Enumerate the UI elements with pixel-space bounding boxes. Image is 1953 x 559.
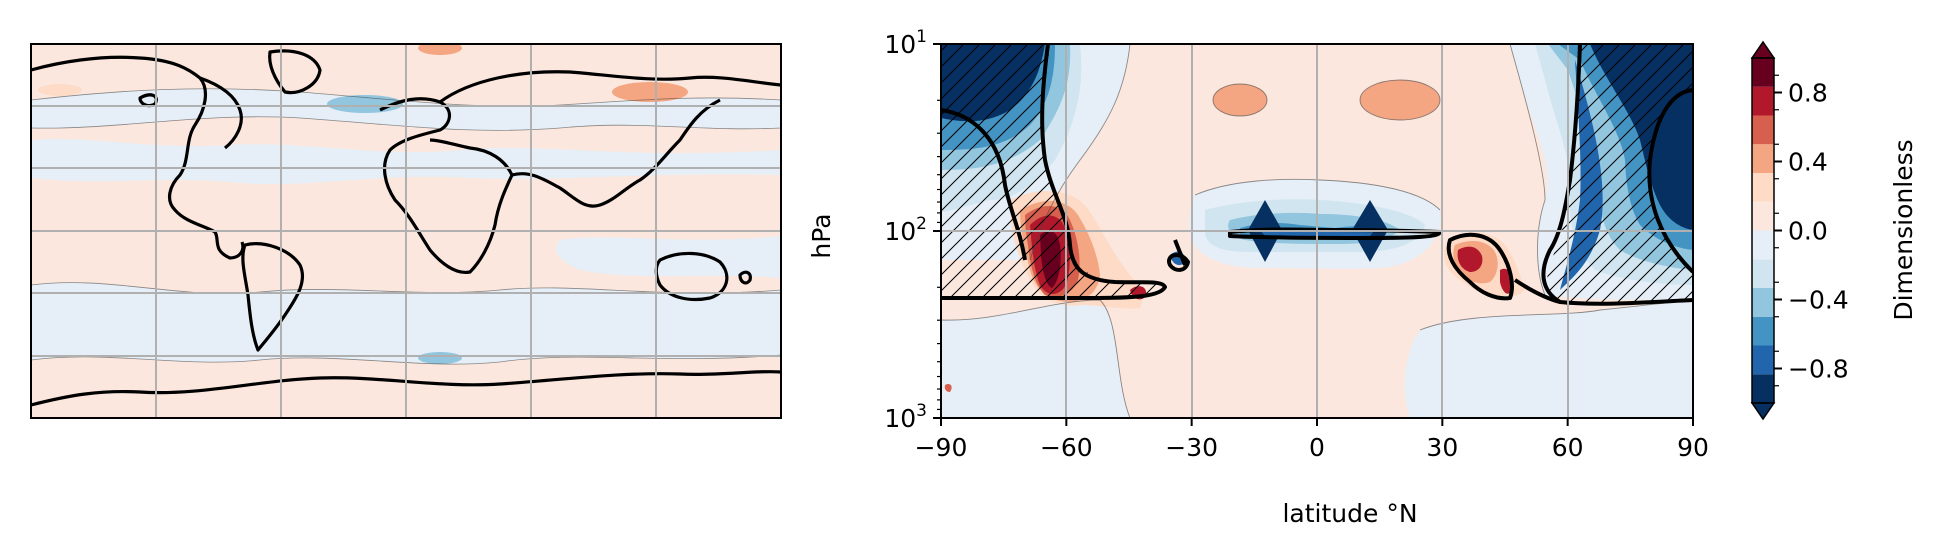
map-positive-north-atlantic xyxy=(612,82,688,102)
colorbar-tick-label: −0.4 xyxy=(1788,286,1849,315)
colorbar-bands xyxy=(1752,58,1774,403)
colorbar-band xyxy=(1752,115,1774,145)
y-tick-label: 103 xyxy=(884,401,927,433)
map-negative-south-small xyxy=(418,352,462,364)
tiny-positive-sh-surface xyxy=(944,383,952,392)
colorbar-band xyxy=(1752,201,1774,231)
hatch-sh xyxy=(941,44,1165,300)
colorbar: 0.8 0.4 0.0 −0.4 −0.8 Dimensionless xyxy=(1750,40,1918,421)
colorbar-ticks: 0.8 0.4 0.0 −0.4 −0.8 xyxy=(1774,74,1849,387)
y-tick-label: 102 xyxy=(884,214,927,246)
colorbar-band xyxy=(1752,374,1774,403)
x-axis-title: latitude °N xyxy=(1282,499,1417,528)
contour-gridlines xyxy=(941,44,1693,418)
map-positive-west xyxy=(38,84,82,96)
colorbar-band xyxy=(1752,58,1774,87)
map-gridlines xyxy=(31,44,781,418)
map-frame xyxy=(30,43,782,419)
colorbar-label: Dimensionless xyxy=(1889,139,1918,320)
significance-contours xyxy=(941,44,1693,306)
colorbar-band xyxy=(1752,259,1774,288)
contour-panel: −90 −60 −30 0 30 60 90 101 102 103 latitude °N h… xyxy=(807,27,1709,528)
upper-positive-2 xyxy=(1360,80,1440,120)
colorbar-band xyxy=(1752,144,1774,173)
y-axis: 101 102 103 xyxy=(884,27,941,433)
colorbar-band xyxy=(1752,288,1774,317)
colorbar-band xyxy=(1752,86,1774,116)
map-field xyxy=(31,44,781,418)
colorbar-band xyxy=(1752,316,1774,346)
contour-field xyxy=(941,44,1693,418)
colorbar-tick-label: 0.4 xyxy=(1788,148,1828,177)
upper-positive-1 xyxy=(1213,84,1267,116)
y-tick-label: 101 xyxy=(884,27,927,59)
colorbar-band xyxy=(1752,345,1774,375)
colorbar-tick-label: −0.8 xyxy=(1788,355,1849,384)
x-tick-label: 30 xyxy=(1426,433,1458,462)
map-positive-siberia xyxy=(418,44,462,55)
colorbar-tick-label: 0.0 xyxy=(1788,217,1828,246)
x-tick-label: 0 xyxy=(1309,433,1325,462)
x-tick-label: −30 xyxy=(1165,433,1218,462)
coastlines xyxy=(31,49,781,407)
lower-negative-region xyxy=(941,300,1130,418)
x-tick-label: 90 xyxy=(1677,433,1709,462)
colorbar-extend-top xyxy=(1750,40,1776,59)
hatch-nh xyxy=(1546,44,1693,305)
colorbar-band xyxy=(1752,173,1774,202)
colorbar-band xyxy=(1752,230,1774,260)
map-panel xyxy=(30,43,782,419)
colorbar-extend-bottom xyxy=(1750,402,1776,421)
x-axis: −90 −60 −30 0 30 60 90 xyxy=(915,418,1709,462)
nh-max-core xyxy=(1457,246,1483,272)
x-tick-label: 60 xyxy=(1552,433,1584,462)
lower-negative-region-nh xyxy=(1404,300,1693,418)
colorbar-tick-label: 0.8 xyxy=(1788,79,1828,108)
x-tick-label: −60 xyxy=(1040,433,1093,462)
y-axis-title: hPa xyxy=(807,213,836,258)
x-tick-label: −90 xyxy=(915,433,968,462)
